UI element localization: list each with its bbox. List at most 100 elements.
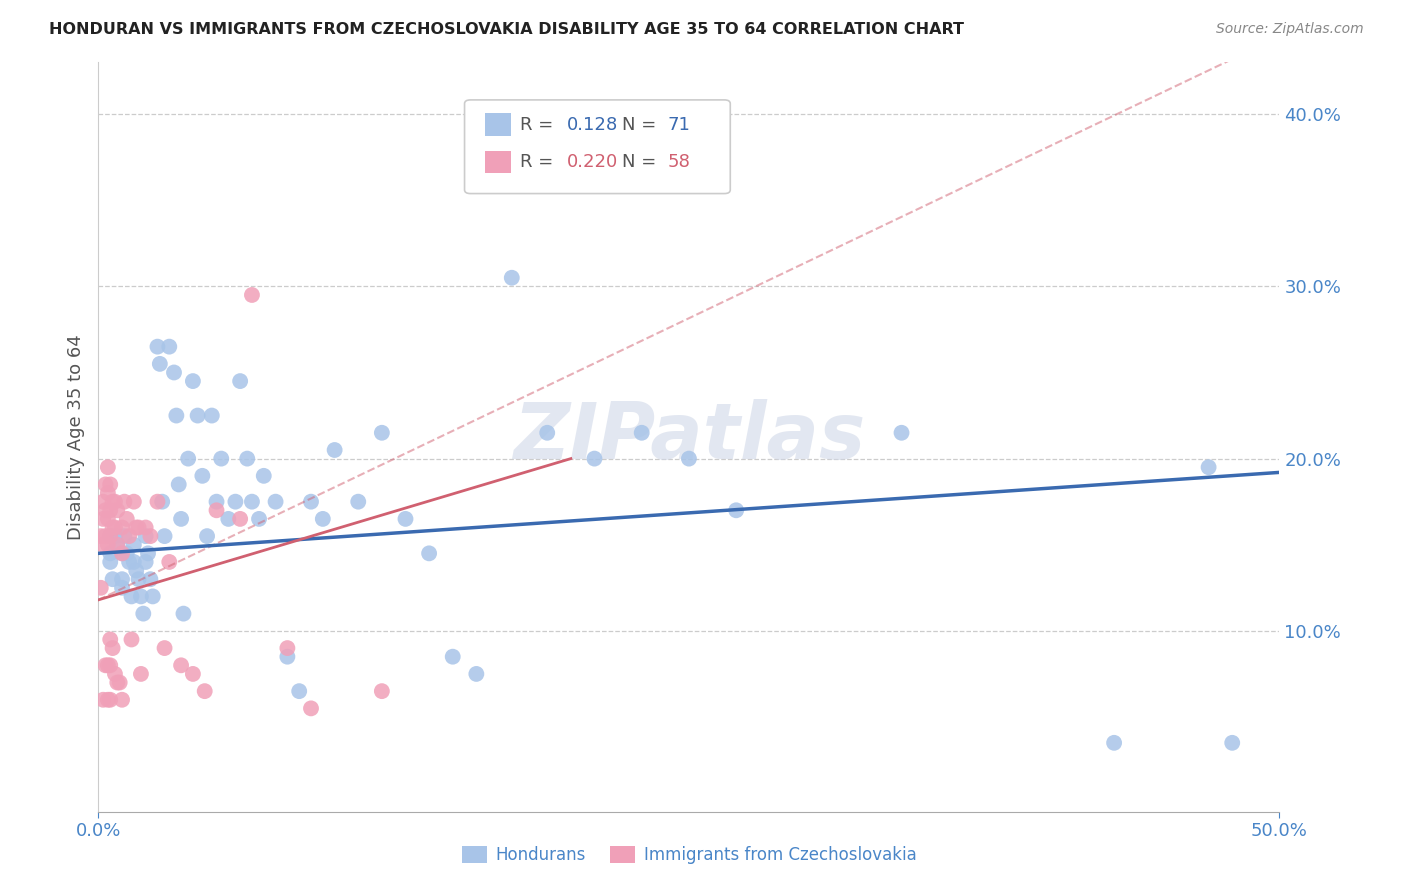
- Point: [94, 503, 117, 517]
- Text: Source: ZipAtlas.com: Source: ZipAtlas.com: [1216, 22, 1364, 37]
- Point: [98, 477, 121, 491]
- Point: [157, 340, 180, 354]
- Point: [146, 340, 169, 354]
- Point: [132, 607, 155, 621]
- Point: [288, 684, 311, 698]
- Point: [177, 451, 200, 466]
- Point: [94, 477, 117, 491]
- Point: [91, 692, 114, 706]
- Text: ZIPatlas: ZIPatlas: [513, 399, 865, 475]
- Point: [91, 512, 114, 526]
- Point: [167, 477, 190, 491]
- Point: [98, 555, 121, 569]
- Point: [323, 442, 346, 457]
- Point: [135, 529, 157, 543]
- Point: [101, 494, 124, 508]
- Point: [217, 512, 239, 526]
- Point: [94, 529, 117, 543]
- Point: [111, 546, 134, 560]
- Point: [94, 658, 117, 673]
- Point: [91, 494, 114, 508]
- Point: [229, 512, 252, 526]
- Point: [1220, 736, 1243, 750]
- Point: [236, 451, 259, 466]
- Point: [122, 538, 145, 552]
- Point: [209, 451, 232, 466]
- Point: [201, 409, 224, 423]
- Point: [205, 494, 228, 508]
- Text: N =: N =: [621, 116, 662, 134]
- Point: [181, 667, 204, 681]
- Point: [104, 520, 127, 534]
- Point: [97, 692, 120, 706]
- Point: [135, 520, 157, 534]
- Point: [264, 494, 287, 508]
- Point: [118, 555, 141, 569]
- Point: [150, 494, 173, 508]
- Text: R =: R =: [520, 153, 560, 171]
- Bar: [485, 151, 510, 173]
- Point: [111, 581, 134, 595]
- Point: [583, 451, 606, 466]
- Point: [105, 538, 128, 552]
- Point: [149, 357, 172, 371]
- Point: [105, 675, 128, 690]
- Point: [129, 667, 152, 681]
- Point: [128, 520, 150, 534]
- Point: [153, 641, 176, 656]
- Text: R =: R =: [520, 116, 560, 134]
- Point: [247, 512, 270, 526]
- Point: [181, 374, 204, 388]
- Point: [108, 675, 131, 690]
- Point: [157, 555, 180, 569]
- Point: [371, 425, 394, 440]
- Point: [394, 512, 416, 526]
- Point: [97, 512, 120, 526]
- Point: [97, 658, 120, 673]
- Point: [890, 425, 912, 440]
- Text: 58: 58: [668, 153, 690, 171]
- Point: [146, 494, 169, 508]
- Point: [170, 512, 193, 526]
- Point: [98, 503, 121, 517]
- Point: [105, 503, 128, 517]
- Point: [678, 451, 700, 466]
- Point: [101, 520, 124, 534]
- Point: [112, 529, 135, 543]
- Point: [101, 572, 124, 586]
- Point: [205, 503, 228, 517]
- Point: [187, 409, 209, 423]
- Point: [240, 494, 263, 508]
- Y-axis label: Disability Age 35 to 64: Disability Age 35 to 64: [66, 334, 84, 540]
- Point: [240, 288, 263, 302]
- Point: [229, 374, 252, 388]
- Point: [347, 494, 370, 508]
- Point: [371, 684, 394, 698]
- Bar: [485, 113, 510, 136]
- Text: N =: N =: [621, 153, 662, 171]
- Point: [139, 529, 162, 543]
- Point: [104, 667, 127, 681]
- Point: [299, 701, 322, 715]
- Point: [112, 494, 135, 508]
- Point: [441, 649, 464, 664]
- Point: [536, 425, 558, 440]
- Point: [111, 572, 134, 586]
- Point: [418, 546, 440, 560]
- Point: [98, 632, 121, 647]
- Point: [97, 460, 120, 475]
- Point: [104, 529, 127, 543]
- Point: [115, 546, 138, 560]
- Point: [136, 546, 159, 560]
- Point: [135, 555, 157, 569]
- Point: [98, 658, 121, 673]
- Point: [105, 538, 128, 552]
- Point: [98, 692, 121, 706]
- Point: [630, 425, 652, 440]
- Point: [111, 546, 134, 560]
- Point: [163, 366, 186, 380]
- Legend: Hondurans, Immigrants from Czechoslovakia: Hondurans, Immigrants from Czechoslovaki…: [456, 839, 922, 871]
- Point: [98, 529, 121, 543]
- Point: [1198, 460, 1220, 475]
- Point: [501, 270, 523, 285]
